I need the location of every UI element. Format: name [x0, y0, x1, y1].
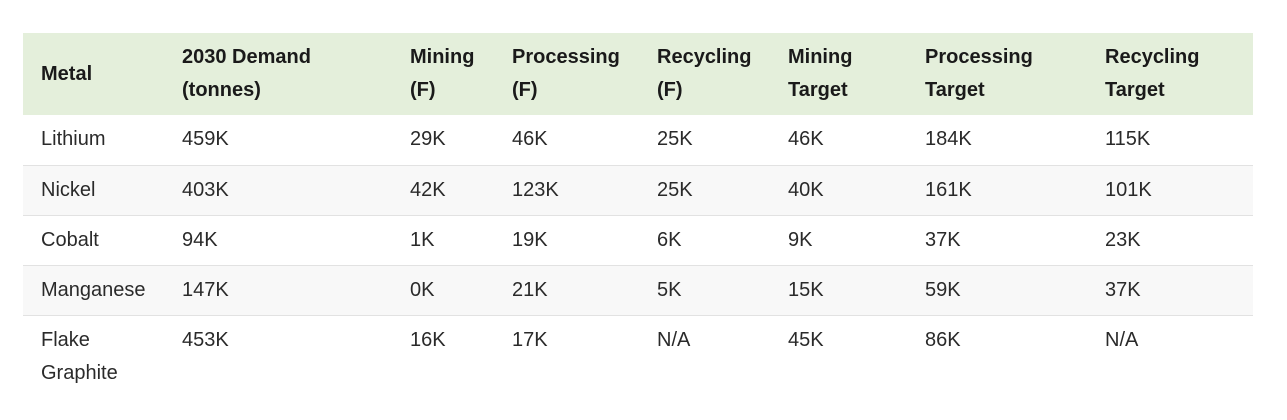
- cell-mining-f: 1K: [392, 215, 494, 266]
- cell-processing-f: 19K: [494, 215, 639, 266]
- header-mining-target: Mining Target: [770, 33, 907, 115]
- table-row-cobalt: Cobalt 94K 1K 19K 6K 9K 37K 23K: [23, 215, 1253, 266]
- cell-metal: Nickel: [23, 165, 164, 216]
- cell-mining-target: 9K: [770, 215, 907, 266]
- cell-recycling-target: N/A: [1105, 328, 1139, 351]
- header-recycling-f: Recycling (F): [639, 33, 770, 115]
- cell-recycling-f: 6K: [639, 215, 770, 266]
- cell-processing-target: 86K: [925, 328, 961, 351]
- cell-processing-f: 17K: [512, 328, 548, 351]
- cell-metal: Cobalt: [23, 215, 164, 266]
- cell-processing-target: 37K: [907, 215, 1087, 266]
- cell-processing-target: 59K: [907, 265, 1087, 316]
- cell-2030-demand: 403K: [164, 165, 392, 216]
- header-processing-target: Processing Target: [907, 33, 1087, 115]
- cell-processing-f: 21K: [494, 265, 639, 316]
- cell-metal: Flake Graphite: [41, 328, 118, 384]
- cell-recycling-target: 23K: [1087, 215, 1253, 266]
- cell-recycling-f: N/A: [657, 328, 691, 351]
- cell-mining-f: 16K: [410, 328, 446, 351]
- cell-mining-f: 29K: [392, 115, 494, 166]
- metal-demand-table-container: Metal 2030 Demand (tonnes) Mining (F) Proc…: [23, 33, 1253, 398]
- cell-processing-target: 184K: [907, 115, 1087, 166]
- header-mining-f: Mining (F): [392, 33, 494, 115]
- header-row: Metal 2030 Demand (tonnes) Mining (F) Proc…: [23, 33, 1253, 115]
- cell-recycling-target: 101K: [1087, 165, 1253, 216]
- cell-mining-target: 15K: [770, 265, 907, 316]
- cell-mining-f: 0K: [392, 265, 494, 316]
- cell-mining-target: 46K: [770, 115, 907, 166]
- header-recycling-target: Recycling Target: [1087, 33, 1253, 115]
- header-processing-f: Processing (F): [494, 33, 639, 115]
- table-row-manganese: Manganese 147K 0K 21K 5K 15K 59K 37K: [23, 265, 1253, 316]
- cell-mining-f: 42K: [392, 165, 494, 216]
- cell-mining-target: 45K: [788, 328, 824, 351]
- cell-processing-f: 123K: [494, 165, 639, 216]
- cell-2030-demand: 94K: [164, 215, 392, 266]
- table-row-lithium: Lithium 459K 29K 46K 25K 46K 184K 115K: [23, 115, 1253, 166]
- table-row-nickel: Nickel 403K 42K 123K 25K 40K 161K 101K: [23, 165, 1253, 216]
- cell-processing-f: 46K: [494, 115, 639, 166]
- header-metal: Metal: [23, 33, 164, 115]
- cell-recycling-target: 115K: [1087, 115, 1253, 166]
- metal-demand-table: Metal 2030 Demand (tonnes) Mining (F) Proc…: [23, 33, 1253, 398]
- table-body: Lithium 459K 29K 46K 25K 46K 184K 115K N…: [23, 115, 1253, 398]
- cell-processing-target: 161K: [907, 165, 1087, 216]
- cell-2030-demand: 147K: [164, 265, 392, 316]
- cell-recycling-target: 37K: [1087, 265, 1253, 316]
- cell-recycling-f: 25K: [639, 165, 770, 216]
- cell-mining-target: 40K: [770, 165, 907, 216]
- cell-metal: Manganese: [23, 265, 164, 316]
- cell-2030-demand: 459K: [164, 115, 392, 166]
- cell-recycling-f: 25K: [639, 115, 770, 166]
- cell-2030-demand: 453K: [182, 328, 229, 351]
- header-2030-demand: 2030 Demand (tonnes): [164, 33, 392, 115]
- cell-recycling-f: 5K: [639, 265, 770, 316]
- cell-metal: Lithium: [23, 115, 164, 166]
- table-header: Metal 2030 Demand (tonnes) Mining (F) Proc…: [23, 33, 1253, 115]
- table-row-flake-graphite: Flake Graphite 453K 16K 17K N/A 45K 86K …: [23, 315, 1253, 398]
